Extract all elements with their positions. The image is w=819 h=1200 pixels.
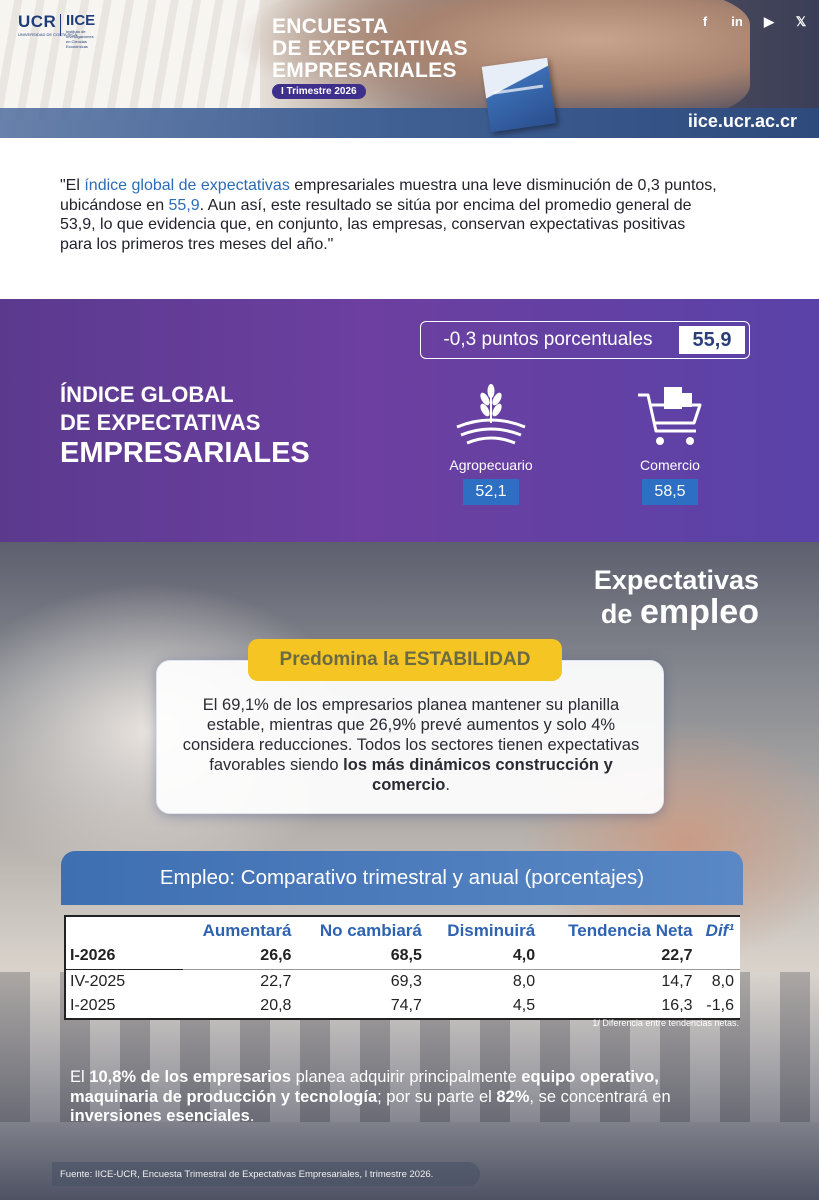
global-index-title: ÍNDICE GLOBAL DE EXPECTATIVAS EMPRESARIA…	[60, 381, 310, 469]
table-header-disminuira: Disminuirá	[427, 915, 542, 944]
quote-highlight-index: índice global de expectativas	[84, 177, 290, 194]
stability-banner: Predomina la ESTABILIDAD	[248, 639, 562, 681]
ucr-logo-subtext: UNIVERSIDAD DE COSTA RICA	[18, 32, 78, 37]
header-photo-sleeve	[0, 0, 260, 120]
social-links: f in ▶ 𝕏	[697, 14, 809, 30]
header-banner: UCR UNIVERSIDAD DE COSTA RICA IICE Insti…	[0, 0, 819, 138]
investment-text-4: , se concentrará en	[529, 1087, 671, 1106]
table-cell: -1,6	[706, 997, 734, 1014]
table-header-row: Aumentará No cambiará Disminuirá Tendenc…	[65, 915, 740, 944]
youtube-icon[interactable]: ▶	[764, 14, 774, 29]
investment-text-1: El	[70, 1068, 90, 1086]
table-cell: IV-2025	[70, 972, 126, 990]
stability-text-part2: .	[445, 776, 450, 794]
table-cell: 8,0	[512, 972, 536, 990]
table-cell: 22,7	[541, 944, 699, 970]
survey-title-line3: EMPRESARIALES	[272, 59, 457, 82]
linkedin-icon[interactable]: in	[731, 14, 743, 29]
quote-text-1: "El	[60, 177, 85, 194]
index-quote: "El índice global de expectativas empres…	[60, 176, 720, 254]
table-footnote: 1/ Diferencia entre tendencias netas.	[592, 1018, 739, 1028]
table-cell: 74,7	[390, 997, 422, 1014]
index-value: 55,9	[679, 326, 745, 354]
shopping-cart-icon	[615, 383, 725, 453]
table-cell	[698, 944, 740, 970]
table-cell: 14,7	[661, 972, 693, 990]
table-row: I-2026 26,6 68,5 4,0 22,7	[65, 944, 740, 970]
investment-text-3: ; por su parte el	[377, 1087, 497, 1106]
global-index-title-line2: DE EXPECTATIVAS	[60, 410, 261, 435]
iice-logo[interactable]: IICE Instituto de Investigaciones en Cie…	[66, 12, 96, 49]
employment-title-big: empleo	[639, 593, 759, 631]
employment-title-line1: Expectativas	[593, 565, 759, 595]
table-row: IV-2025 22,7 69,3 8,0 14,7 8,0	[65, 969, 740, 994]
logo-divider	[60, 14, 61, 36]
table-row: I-2025 20,8 74,7 4,5 16,3 -1,6	[65, 994, 740, 1019]
employment-section: Expectativas de empleo Predomina la ESTA…	[0, 542, 819, 1200]
table-header-aumentara: Aumentará	[183, 915, 298, 944]
employment-table-title: Empleo: Comparativo trimestral y anual (…	[61, 851, 743, 905]
table-cell: 20,8	[260, 997, 292, 1014]
investment-bold-2: equipo operativo, maquinaria de producci…	[70, 1068, 659, 1106]
survey-title-line2: DE EXPECTATIVAS	[272, 37, 468, 60]
investment-text-5: .	[249, 1107, 255, 1125]
ucr-logo[interactable]: UCR UNIVERSIDAD DE COSTA RICA	[18, 12, 77, 37]
survey-title-line1: ENCUESTA	[272, 15, 389, 38]
investment-bold-4: inversiones esenciales	[70, 1107, 250, 1125]
table-cell: 4,0	[427, 944, 542, 970]
iice-logo-subtext: Instituto de Investigaciones en Ciencias…	[66, 29, 94, 49]
index-change-label: -0,3 puntos porcentuales	[443, 329, 653, 350]
facebook-icon[interactable]: f	[702, 14, 708, 29]
sector-agropecuario: Agropecuario 52,1	[436, 383, 546, 505]
table-cell: 8,0	[711, 972, 734, 990]
table-cell: 68,5	[297, 944, 428, 970]
sector-label-agropecuario: Agropecuario	[449, 457, 533, 473]
employment-title: Expectativas de empleo	[594, 564, 759, 630]
employment-title-de: de	[600, 599, 633, 629]
investment-text: El 10,8% de los empresarios planea adqui…	[70, 1068, 750, 1127]
global-index-title-line1: ÍNDICE GLOBAL	[60, 382, 234, 407]
table-cell: I-2026	[65, 944, 183, 970]
investment-text-2: planea adquirir principalmente	[291, 1068, 522, 1086]
stability-card: Predomina la ESTABILIDAD El 69,1% de los…	[156, 639, 664, 814]
investment-bold-3: 82%	[496, 1087, 530, 1106]
table-cell: I-2025	[70, 997, 116, 1014]
wheat-field-icon	[436, 383, 546, 453]
sector-value-agropecuario: 52,1	[463, 479, 519, 505]
employment-table: Aumentará No cambiará Disminuirá Tendenc…	[64, 915, 740, 1020]
table-cell: 16,3	[661, 997, 693, 1014]
report-booklet-image	[481, 57, 557, 133]
table-header-no-cambiara: No cambiará	[297, 915, 428, 944]
quarter-badge: I Trimestre 2026	[272, 84, 366, 99]
header-strip	[0, 108, 819, 138]
iice-logo-text: IICE	[66, 12, 96, 29]
quote-highlight-value: 55,9	[168, 196, 200, 214]
sector-value-comercio: 58,5	[642, 479, 698, 505]
x-icon[interactable]: 𝕏	[795, 14, 807, 29]
table-cell: 22,7	[260, 972, 292, 990]
source-note: Fuente: IICE-UCR, Encuesta Trimestral de…	[52, 1162, 480, 1186]
stability-text-bold: los más dinámicos construcción y comerci…	[343, 756, 613, 794]
sector-comercio: Comercio 58,5	[615, 383, 725, 505]
quote-text-2: empresariales muestra una leve disminuci…	[60, 177, 717, 214]
survey-title: ENCUESTA DE EXPECTATIVAS EMPRESARIALES	[272, 16, 468, 82]
quote-text-3: . Aun así, este resultado se sitúa por e…	[60, 196, 692, 253]
website-link[interactable]: iice.ucr.ac.cr	[687, 111, 797, 131]
sector-label-comercio: Comercio	[640, 457, 700, 473]
table-header-dif: Dif¹	[698, 915, 740, 944]
ucr-logo-text: UCR	[18, 12, 57, 31]
investment-bold-1: 10,8% de los empresarios	[89, 1068, 292, 1086]
table-cell: 4,5	[512, 997, 536, 1014]
stability-text-part1: El 69,1% de los empresarios planea mante…	[182, 696, 640, 774]
index-change-pill: -0,3 puntos porcentuales 55,9	[420, 321, 750, 359]
table-cell: 26,6	[183, 944, 298, 970]
global-index-band: ÍNDICE GLOBAL DE EXPECTATIVAS EMPRESARIA…	[0, 299, 819, 542]
table-header-period	[65, 915, 183, 944]
table-header-tendencia-neta: Tendencia Neta	[541, 915, 699, 944]
stability-text: El 69,1% de los empresarios planea mante…	[179, 695, 643, 795]
global-index-title-line3: EMPRESARIALES	[60, 437, 310, 469]
table-cell: 69,3	[390, 972, 422, 990]
